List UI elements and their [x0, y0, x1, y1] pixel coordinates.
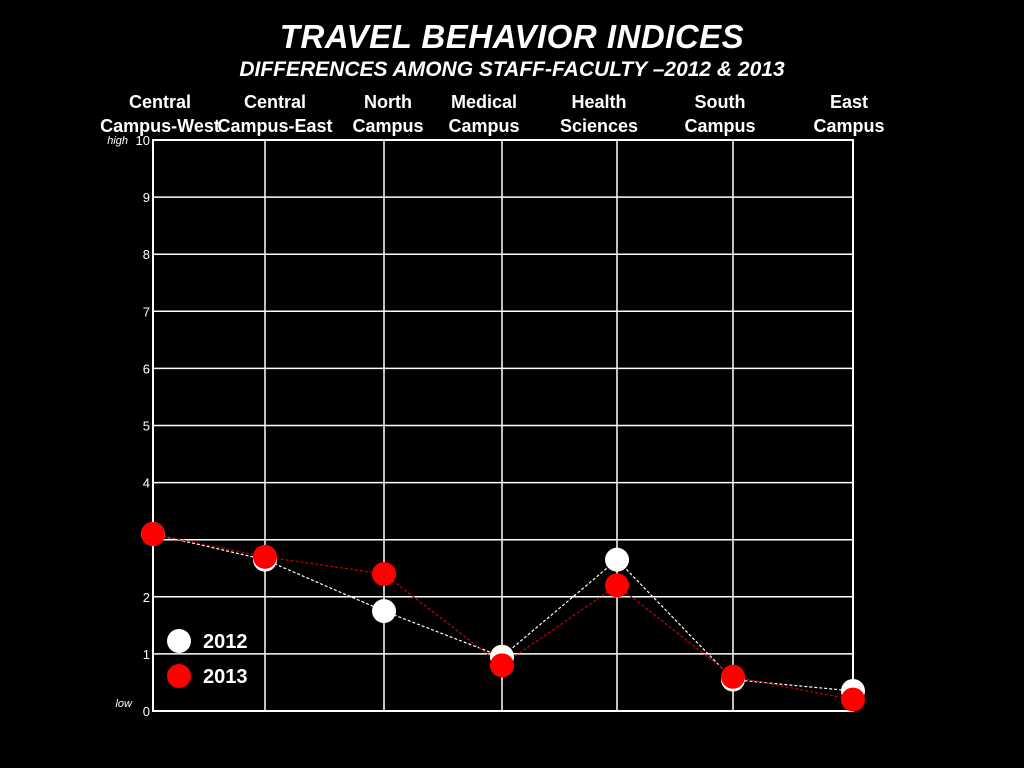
category-label-line: Health — [571, 92, 626, 112]
category-label-line: Campus-East — [217, 116, 332, 136]
y-tick-label: 10 — [136, 133, 150, 148]
y-tick-label: 4 — [143, 476, 150, 491]
category-label-line: North — [364, 92, 412, 112]
chart-title: TRAVEL BEHAVIOR INDICES — [279, 18, 745, 55]
data-point-2013 — [490, 653, 514, 678]
category-label-line: Campus — [684, 116, 755, 136]
data-point-2013 — [721, 664, 745, 689]
category-label: Health Sciences — [560, 92, 638, 136]
category-label-line: South — [695, 92, 746, 112]
category-label-line: Campus — [352, 116, 423, 136]
category-label: East Campus — [813, 92, 884, 136]
data-point-2013 — [141, 521, 165, 546]
y-tick-label: 8 — [143, 247, 150, 262]
category-label-line: Central — [129, 92, 191, 112]
data-point-2012 — [372, 599, 396, 624]
category-labels: Central Campus-West Central Campus-East Nort… — [100, 92, 884, 136]
y-tick-label: 2 — [143, 590, 150, 605]
category-label-line: Campus-West — [100, 116, 220, 136]
data-point-2013 — [253, 544, 277, 569]
category-label: Medical Campus — [448, 92, 519, 136]
category-label: Central Campus-East — [217, 92, 332, 136]
category-label: North Campus — [352, 92, 423, 136]
category-label: Central Campus-West — [100, 92, 220, 136]
legend-label-2012: 2012 — [203, 631, 248, 653]
y-tick-label: 1 — [143, 647, 150, 662]
data-point-2013 — [372, 561, 396, 586]
chart-series — [141, 521, 865, 712]
y-high-label: high — [107, 135, 128, 147]
y-low-label: low — [115, 698, 133, 710]
y-tick-label: 5 — [143, 419, 150, 434]
y-tick-label: 9 — [143, 190, 150, 205]
legend-label-2013: 2013 — [203, 666, 248, 688]
data-point-2013 — [605, 573, 629, 598]
category-label-line: Sciences — [560, 116, 638, 136]
y-axis-ticks: 0 1 2 4 5 6 7 8 9 10 — [136, 133, 150, 719]
category-label-line: Campus — [448, 116, 519, 136]
y-tick-label: 7 — [143, 304, 150, 319]
legend-marker-2013 — [167, 664, 191, 688]
legend-marker-2012 — [167, 629, 191, 653]
y-tick-label: 6 — [143, 361, 150, 376]
chart-subtitle: DIFFERENCES AMONG STAFF-FACULTY –2012 & … — [239, 58, 785, 81]
category-label: South Campus — [684, 92, 755, 136]
data-point-2013 — [841, 687, 865, 712]
y-tick-label: 0 — [143, 704, 150, 719]
data-point-2012 — [605, 547, 629, 572]
category-label-line: Campus — [813, 116, 884, 136]
category-label-line: Medical — [451, 92, 517, 112]
chart-legend: 2012 2013 — [167, 629, 248, 688]
category-label-line: East — [830, 92, 868, 112]
category-label-line: Central — [244, 92, 306, 112]
chart-grid — [152, 139, 854, 712]
